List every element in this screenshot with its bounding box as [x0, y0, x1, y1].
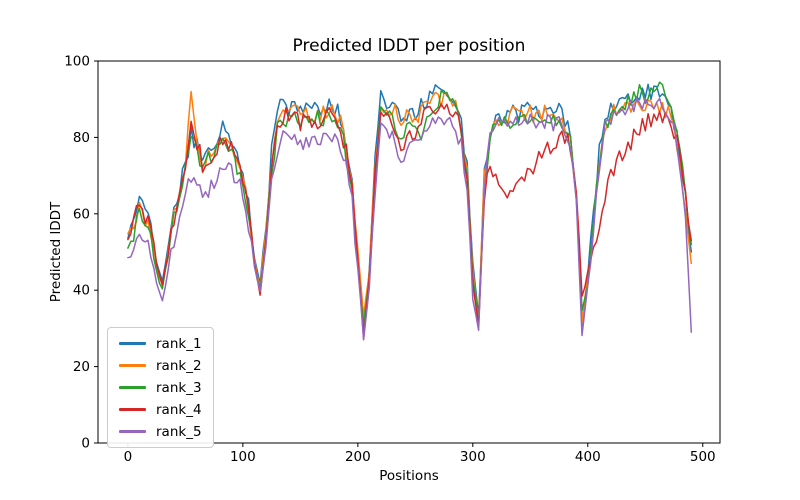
axes-spines [97, 60, 721, 444]
chart-title: Predicted lDDT per position [292, 36, 526, 56]
y-tick-label: 60 [73, 206, 90, 222]
y-tick-label: 0 [81, 436, 90, 452]
legend-line-sample [119, 386, 146, 389]
series-line-rank_5 [127, 97, 693, 341]
legend-line-sample [119, 342, 146, 345]
x-tick-label: 100 [230, 449, 256, 465]
x-tick-label: 400 [575, 449, 601, 465]
y-tick-label: 80 [73, 130, 90, 146]
legend-entry-rank_4: rank_4 [119, 401, 202, 418]
x-tick-label: 200 [345, 449, 371, 465]
legend-entry-rank_1: rank_1 [119, 335, 202, 352]
series-line-rank_4 [127, 103, 693, 340]
y-tick-label: 40 [73, 283, 90, 299]
legend-label: rank_3 [156, 379, 202, 396]
legend-entry-rank_3: rank_3 [119, 379, 202, 396]
x-tick-label: 300 [460, 449, 486, 465]
legend-entry-rank_2: rank_2 [119, 357, 202, 374]
y-tick-label: 20 [73, 359, 90, 375]
legend-entry-rank_5: rank_5 [119, 423, 202, 440]
legend-label: rank_5 [156, 423, 202, 440]
legend-label: rank_1 [156, 335, 202, 352]
legend: rank_1 rank_2 rank_3 rank_4 rank_5 [107, 327, 214, 448]
legend-label: rank_4 [156, 401, 202, 418]
legend-line-sample [119, 408, 146, 411]
x-tick-label: 0 [124, 449, 133, 465]
x-tick-label: 500 [690, 449, 716, 465]
legend-line-sample [119, 364, 146, 367]
y-tick-label: 100 [64, 54, 90, 70]
x-axis-label: Positions [379, 468, 439, 484]
legend-line-sample [119, 430, 146, 433]
legend-label: rank_2 [156, 357, 202, 374]
